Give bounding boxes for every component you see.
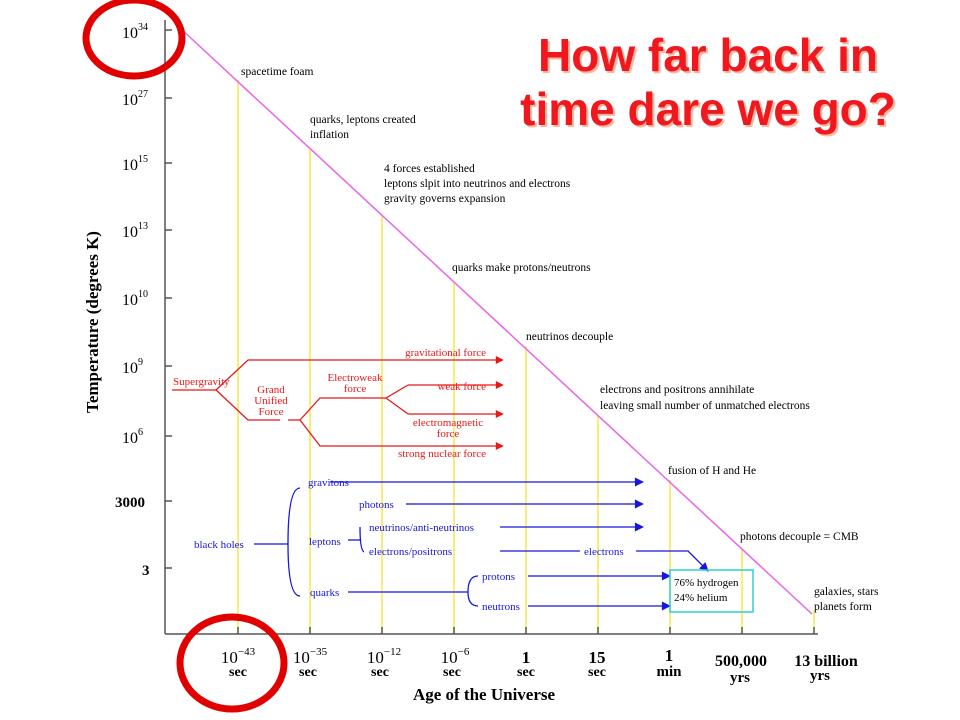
forces-labels: Supergravity Grand Unified Force gravitati… — [173, 347, 486, 460]
electrons-positrons-label: electrons/positrons — [369, 546, 452, 558]
x-tick-label: 10−43 — [221, 646, 256, 667]
page-title: How far back in time dare we go? — [468, 28, 948, 136]
y-tick-label: 3000 — [115, 495, 145, 511]
event-label: quarks make protons/neutrons — [452, 262, 591, 274]
event-label: electrons and positrons annihilate leavin… — [600, 384, 810, 412]
event-label: quarks, leptons created inflation — [310, 114, 416, 141]
neutrinos-label: neutrinos/anti-neutrinos — [369, 522, 474, 534]
gravitational-label: gravitational force — [405, 347, 486, 359]
x-tick-unit: yrs — [730, 670, 750, 686]
abundance-box — [669, 569, 754, 613]
particles-labels: black holes gravitons photons leptons ne… — [194, 477, 624, 613]
gut-label: Grand Unified Force — [254, 384, 288, 418]
electroweak-label: Electroweak force — [328, 372, 383, 395]
quarks-label: quarks — [310, 587, 339, 599]
forces-tree — [172, 356, 504, 450]
y-axis-title: Temperature (degrees K) — [83, 231, 102, 413]
event-label: spacetime foam — [241, 66, 314, 78]
gravitons-label: gravitons — [308, 477, 349, 489]
x-tick-unit: sec — [229, 665, 247, 680]
x-tick-label: 15 — [589, 648, 606, 667]
leptons-label: leptons — [309, 536, 341, 548]
x-tick-unit: sec — [517, 665, 535, 680]
photons-label: photons — [359, 499, 394, 511]
electrons-label: electrons — [584, 546, 624, 558]
x-tick-label: 500,000 — [715, 653, 767, 670]
event-label: photons decouple = CMB — [740, 531, 859, 543]
x-tick-unit: yrs — [810, 668, 830, 684]
y-tick-label: 109 — [122, 357, 143, 377]
cooling-line — [179, 27, 813, 615]
x-tick-unit: sec — [371, 665, 389, 680]
event-label: fusion of H and He — [668, 465, 756, 477]
em-label: electromagnetic force — [413, 417, 483, 440]
y-tick-label: 1013 — [122, 221, 148, 241]
abundance-label: 76% hydrogen 24% helium — [674, 577, 739, 604]
supergravity-label: Supergravity — [173, 376, 230, 388]
title-line-2: time dare we go? — [520, 83, 896, 135]
event-labels: spacetime foam quarks, leptons created in… — [241, 66, 879, 613]
x-tick-unit: sec — [443, 665, 461, 680]
highlight-circle-top — [82, 0, 186, 80]
weak-label: weak force — [437, 381, 486, 393]
x-tick-label: 10−12 — [367, 646, 401, 667]
tick-marks — [165, 29, 815, 634]
electrons-arrow — [636, 550, 709, 572]
y-tick-label: 1010 — [122, 289, 148, 309]
x-tick-label: 13 billion — [794, 653, 858, 670]
y-tick-label: 3 — [142, 563, 150, 579]
y-tick-label: 1034 — [122, 22, 148, 42]
x-tick-label: 10−6 — [441, 646, 470, 667]
x-tick-unit: min — [656, 664, 682, 680]
x-tick-label: 10−35 — [293, 646, 328, 667]
era-lines — [237, 80, 815, 634]
event-label: 4 forces established leptons slpit into n… — [384, 163, 571, 205]
black-holes-label: black holes — [194, 539, 244, 551]
x-tick-label: 1 — [665, 646, 674, 665]
x-tick-label: 1 — [522, 648, 531, 667]
x-tick-unit: sec — [588, 665, 606, 680]
x-tick-unit: sec — [299, 665, 317, 680]
highlight-circle-bottom — [176, 613, 288, 713]
strong-label: strong nuclear force — [398, 448, 486, 460]
particles-tree — [254, 477, 709, 611]
x-axis-title: Age of the Universe — [413, 685, 556, 704]
y-tick-label: 1027 — [122, 89, 148, 109]
y-tick-label: 1015 — [122, 154, 148, 174]
neutrons-label: neutrons — [482, 601, 520, 613]
x-tick-labels: 10−43 sec 10−35 sec 10−12 sec 10−6 sec 1… — [221, 646, 858, 686]
protons-label: protons — [482, 571, 515, 583]
y-tick-labels: 1034 1027 1015 1013 1010 109 106 3000 3 — [115, 22, 150, 579]
event-label: galaxies, stars planets form — [814, 586, 879, 613]
event-label: neutrinos decouple — [526, 331, 613, 343]
title-line-1: How far back in — [538, 29, 878, 81]
y-tick-label: 106 — [122, 427, 143, 447]
